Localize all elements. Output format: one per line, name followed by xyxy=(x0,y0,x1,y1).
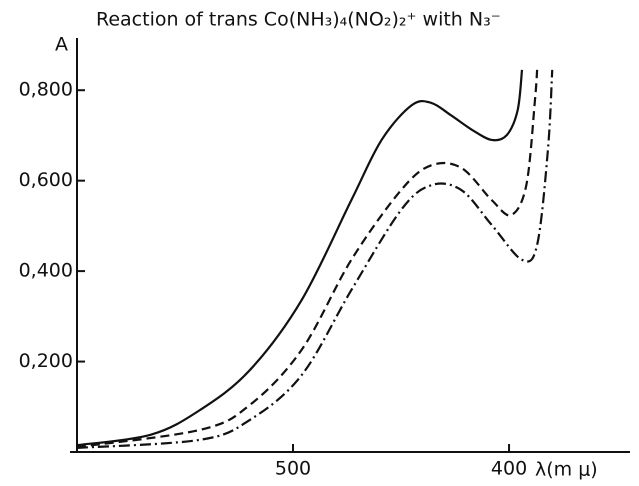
x-axis-label: λ(m μ) xyxy=(535,459,598,481)
y-tick-label: 0,400 xyxy=(19,260,73,282)
y-tick-label: 0,600 xyxy=(19,169,73,191)
y-tick-label: 0,800 xyxy=(19,79,73,101)
spectrum-line xyxy=(76,69,554,450)
chart-title: Reaction of trans Co(NH₃)₄(NO₂)₂⁺ with N… xyxy=(96,9,501,31)
spectrum-line xyxy=(76,69,539,449)
spectrum-line xyxy=(76,69,524,447)
x-tick-label: 400 xyxy=(491,458,527,480)
y-axis-label: A xyxy=(55,34,68,56)
y-tick-label: 0,200 xyxy=(19,350,73,372)
x-tick-label: 500 xyxy=(275,458,311,480)
